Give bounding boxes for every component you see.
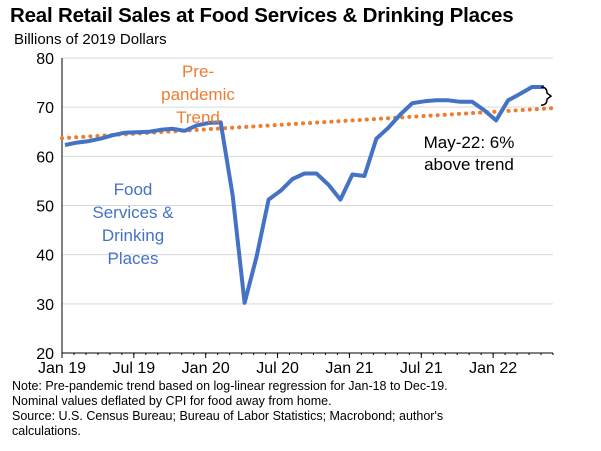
x-tick-label: Jul 20 <box>256 360 299 377</box>
line-chart: 20 30 40 50 60 70 80 Jan 19 Jul 19 Jan 20 Jul 20 Ja… <box>36 51 555 377</box>
x-tick-label: Jan 20 <box>182 360 230 377</box>
y-tick-label: 70 <box>36 100 54 117</box>
chart-title: Real Retail Sales at Food Services & Dri… <box>10 4 514 27</box>
annotation-text: May-22: 6% <box>424 133 515 152</box>
food-services-label: Services & <box>92 203 174 222</box>
x-tick-label: Jan 21 <box>325 360 373 377</box>
x-tick-label: Jul 21 <box>400 360 443 377</box>
y-axis-unit-label: Billions of 2019 Dollars <box>14 31 167 48</box>
y-tick-label: 20 <box>36 346 54 363</box>
y-tick-label: 50 <box>36 199 54 216</box>
y-tick-label: 60 <box>36 149 54 166</box>
source-line: calculations. <box>12 424 81 438</box>
chart-notes: Note: Pre-pandemic trend based on log-li… <box>12 379 597 439</box>
y-tick-label: 80 <box>36 51 54 68</box>
x-tick-label: Jul 19 <box>113 360 156 377</box>
food-services-label: Places <box>107 249 158 268</box>
x-tick-label: Jan 19 <box>38 360 86 377</box>
source-line: Source: U.S. Census Bureau; Bureau of La… <box>12 409 444 423</box>
x-tick-label: Jan 22 <box>469 360 517 377</box>
food-services-line <box>64 85 544 305</box>
annotation-text: above trend <box>424 155 514 174</box>
trend-label: pandemic <box>161 85 235 104</box>
food-services-label: Drinking <box>102 226 164 245</box>
gap-bracket <box>540 86 553 106</box>
note-line: Note: Pre-pandemic trend based on log-li… <box>12 379 448 393</box>
note-line: Nominal values deflated by CPI for food … <box>12 394 332 408</box>
trend-line <box>60 106 555 141</box>
food-services-label: Food <box>114 180 153 199</box>
y-tick-label: 40 <box>36 248 54 265</box>
y-tick-label: 30 <box>36 297 54 314</box>
trend-label: Trend <box>176 108 220 127</box>
trend-label: Pre- <box>182 62 214 81</box>
